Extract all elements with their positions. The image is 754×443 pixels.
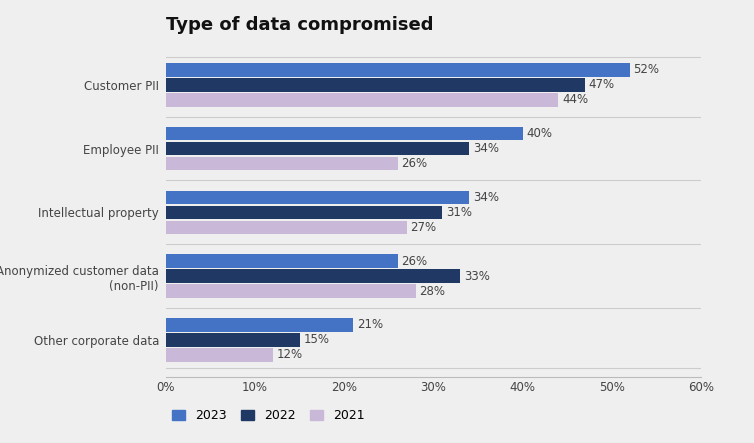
Text: 28%: 28% — [419, 284, 446, 298]
Bar — [166, 269, 460, 283]
Bar — [166, 333, 300, 346]
Bar — [166, 254, 398, 268]
Text: 26%: 26% — [401, 157, 428, 170]
Bar — [166, 348, 273, 361]
Text: 27%: 27% — [410, 221, 437, 234]
Bar — [166, 63, 630, 77]
Text: 31%: 31% — [446, 206, 472, 219]
Bar — [166, 127, 523, 140]
Legend: 2023, 2022, 2021: 2023, 2022, 2021 — [172, 409, 364, 422]
Text: 40%: 40% — [526, 127, 553, 140]
Text: 21%: 21% — [357, 319, 383, 331]
Bar — [166, 221, 407, 234]
Text: 34%: 34% — [473, 142, 499, 155]
Text: 33%: 33% — [464, 269, 490, 283]
Bar — [166, 93, 559, 107]
Bar — [166, 284, 415, 298]
Text: 44%: 44% — [562, 93, 588, 106]
Bar — [166, 142, 469, 155]
Text: 12%: 12% — [277, 348, 302, 361]
Text: 52%: 52% — [633, 63, 660, 76]
Text: 26%: 26% — [401, 255, 428, 268]
Bar — [166, 190, 469, 204]
Bar — [166, 78, 585, 92]
Bar — [166, 318, 353, 331]
Text: 34%: 34% — [473, 191, 499, 204]
Text: 15%: 15% — [303, 333, 329, 346]
Text: Type of data compromised: Type of data compromised — [166, 16, 434, 35]
Bar — [166, 157, 398, 170]
Bar — [166, 206, 443, 219]
Text: 47%: 47% — [589, 78, 615, 91]
